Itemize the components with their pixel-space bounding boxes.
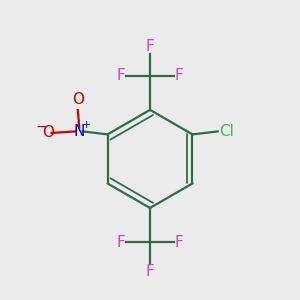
Text: N: N — [74, 124, 85, 139]
Text: F: F — [117, 235, 126, 250]
Text: O: O — [72, 92, 84, 107]
Text: Cl: Cl — [219, 124, 234, 139]
Text: F: F — [117, 68, 126, 83]
Text: F: F — [174, 235, 183, 250]
Text: F: F — [146, 263, 154, 278]
Text: O: O — [42, 125, 54, 140]
Text: F: F — [174, 68, 183, 83]
Text: −: − — [36, 119, 47, 134]
Text: +: + — [82, 120, 91, 130]
Text: F: F — [146, 39, 154, 54]
